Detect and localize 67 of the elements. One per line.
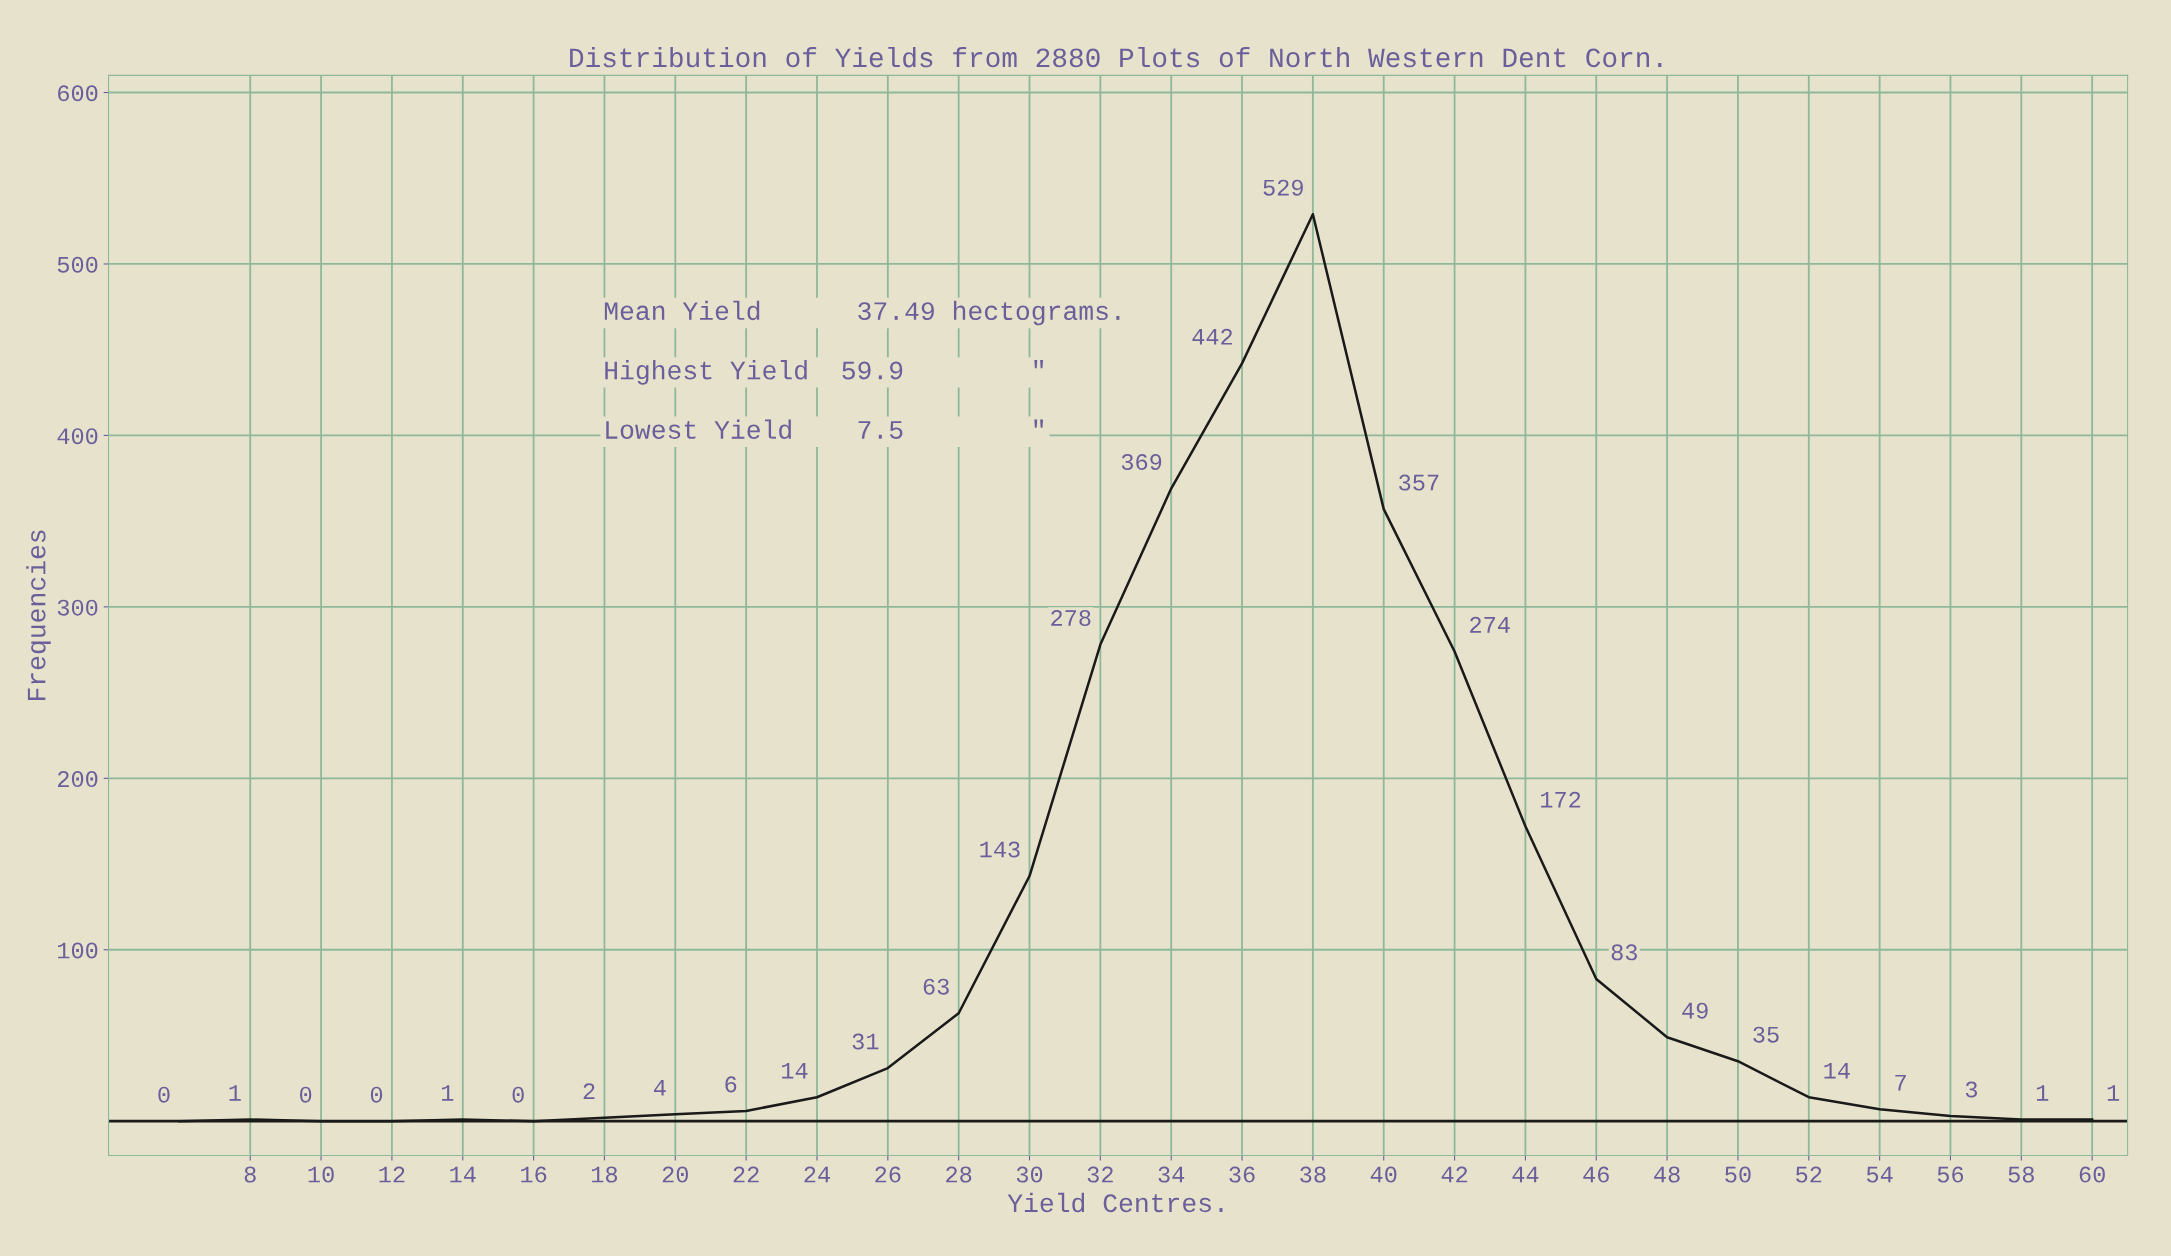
data-label: 357: [1399, 474, 1439, 491]
data-label: 6: [725, 1076, 737, 1093]
y-tick-label: 400: [57, 428, 98, 445]
data-label: 172: [1541, 791, 1581, 808]
y-axis-title: Frequencies: [26, 530, 51, 701]
x-tick-label: 50: [1725, 1166, 1751, 1183]
x-tick-label: 36: [1229, 1166, 1255, 1183]
data-label: 7: [1895, 1074, 1906, 1091]
data-label: 1: [2107, 1085, 2120, 1101]
data-label: 14: [782, 1062, 808, 1079]
x-tick-label: 52: [1796, 1166, 1822, 1183]
data-label: 2: [583, 1083, 595, 1100]
data-label: 278: [1051, 610, 1091, 627]
data-label: 143: [980, 841, 1020, 858]
x-tick-label: 58: [2008, 1166, 2034, 1183]
data-label: 1: [229, 1085, 241, 1101]
data-label: 274: [1470, 616, 1510, 633]
x-tick-label: 20: [662, 1166, 689, 1183]
data-label: 63: [923, 978, 949, 995]
y-tick-label: 600: [58, 85, 98, 102]
data-label: 31: [852, 1033, 879, 1050]
x-tick-label: 38: [1300, 1166, 1326, 1183]
data-label: 0: [300, 1086, 312, 1103]
data-label: 0: [512, 1086, 524, 1103]
x-tick-label: 14: [450, 1166, 476, 1183]
data-label: 49: [1682, 1002, 1708, 1019]
y-tick-label: 200: [57, 771, 98, 788]
data-label: 3: [1965, 1081, 1978, 1098]
data-label: 4: [653, 1080, 666, 1096]
x-tick-label: 10: [308, 1166, 334, 1183]
x-tick-label: 34: [1158, 1166, 1185, 1183]
x-tick-label: 60: [2079, 1166, 2105, 1183]
x-tick-label: 8: [244, 1166, 256, 1183]
data-label: 83: [1611, 944, 1637, 961]
data-label: 0: [158, 1086, 170, 1103]
x-tick-label: 48: [1654, 1166, 1680, 1183]
x-tick-label: 44: [1512, 1166, 1539, 1183]
data-label: 1: [2036, 1085, 2049, 1101]
x-tick-label: 42: [1441, 1166, 1468, 1183]
x-tick-label: 24: [804, 1166, 830, 1183]
annotation: Mean Yield 37.49 hectograms.: [604, 300, 1120, 326]
chart-title: Distribution of Yields from 2880 Plots of North Western Dent Corn.: [570, 46, 1662, 68]
x-tick-label: 26: [875, 1166, 901, 1183]
x-tick-label: 28: [946, 1166, 972, 1183]
data-label: 529: [1263, 179, 1303, 196]
data-label: 1: [441, 1085, 454, 1101]
y-tick-label: 100: [58, 942, 98, 959]
x-tick-label: 30: [1016, 1166, 1043, 1183]
y-tick-label: 500: [57, 256, 98, 273]
x-tick-label: 40: [1370, 1166, 1397, 1183]
x-tick-label: 56: [1937, 1166, 1964, 1183]
x-tick-label: 22: [733, 1166, 759, 1183]
annotation: Highest Yield 59.9 ": [605, 360, 1044, 385]
data-label: 35: [1753, 1026, 1779, 1043]
x-tick-label: 54: [1866, 1166, 1893, 1183]
x-tick-label: 46: [1583, 1166, 1609, 1183]
data-label: 369: [1121, 453, 1162, 471]
x-tick-label: 12: [379, 1166, 405, 1183]
x-tick-label: 32: [1087, 1166, 1113, 1183]
x-tick-label: 18: [591, 1166, 618, 1183]
annotation: Lowest Yield 7.5 ": [606, 419, 1044, 439]
x-tick-label: 16: [521, 1166, 547, 1183]
data-label: 0: [370, 1086, 383, 1103]
data-label: 442: [1192, 328, 1233, 345]
y-tick-label: 300: [57, 599, 98, 616]
data-label: 14: [1824, 1062, 1850, 1079]
x-axis-title: Yield Centres.: [1007, 1192, 1223, 1213]
